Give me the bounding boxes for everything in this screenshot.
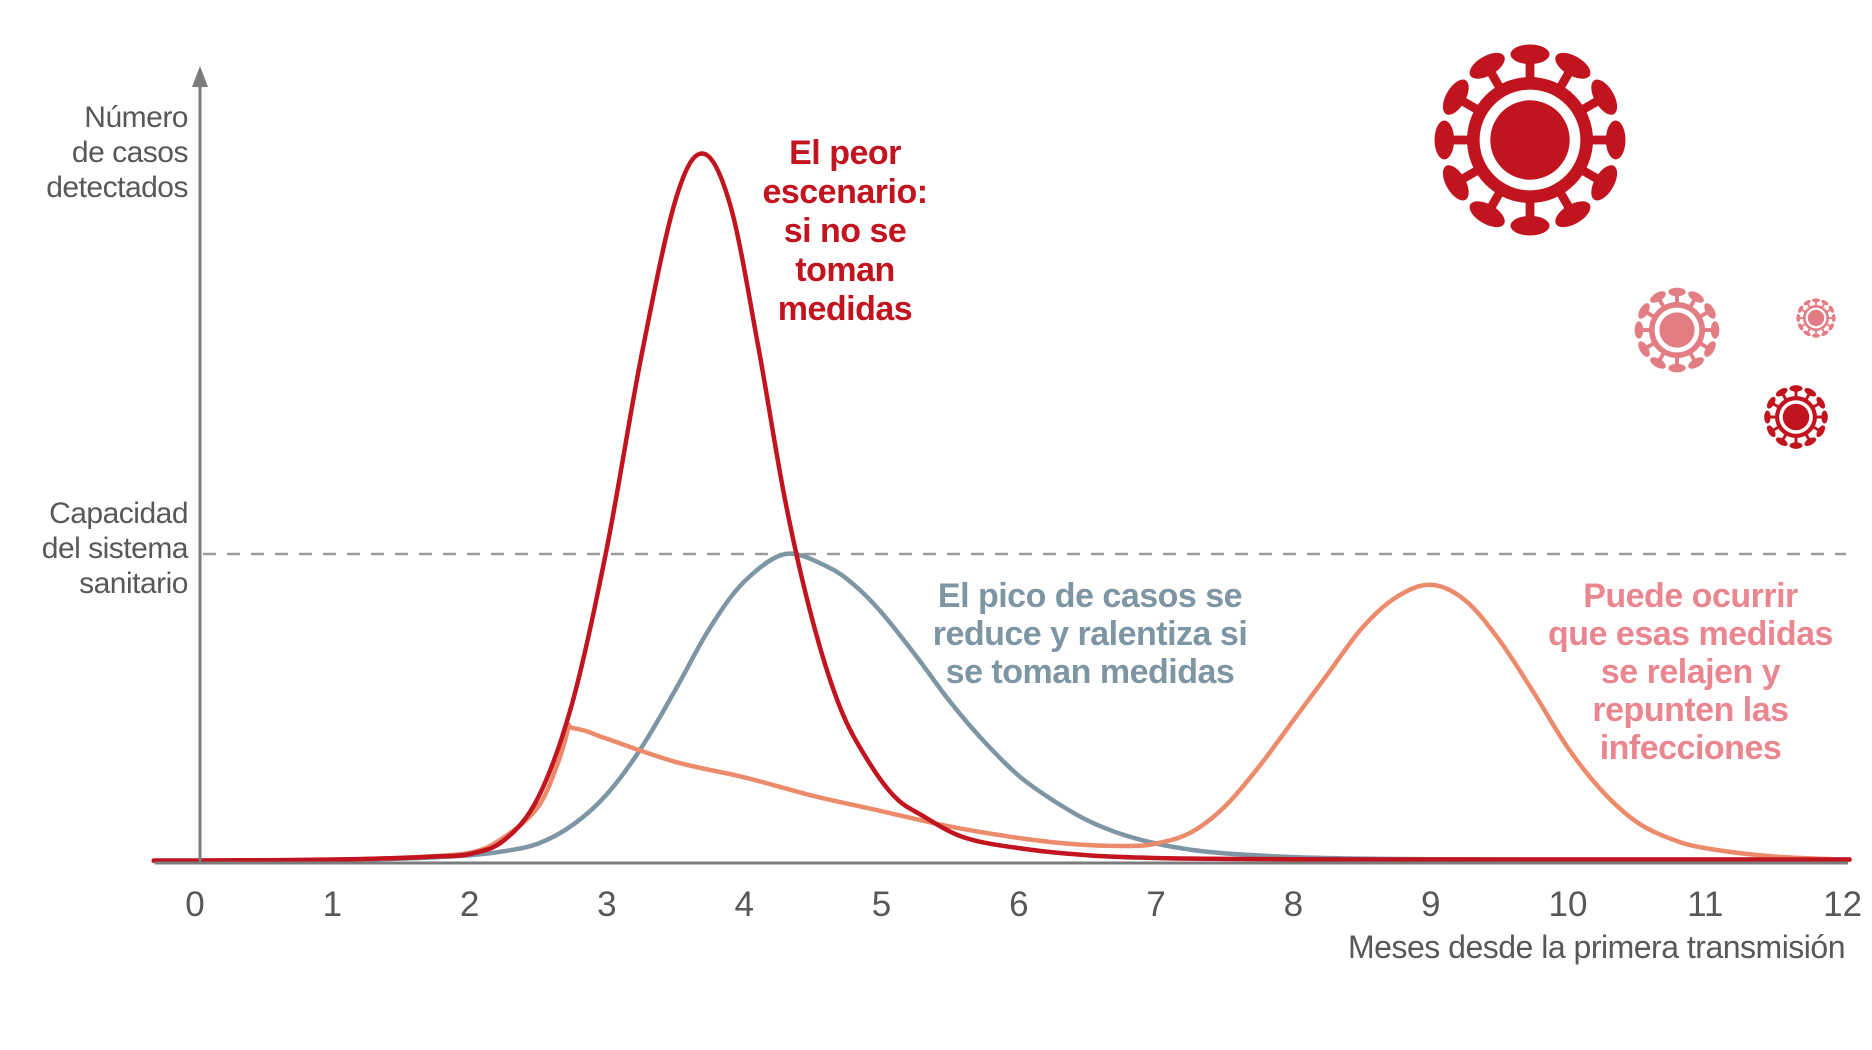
x-tick-label: 3	[597, 885, 616, 924]
x-tick-label: 9	[1421, 885, 1440, 924]
x-tick-label: 2	[460, 885, 479, 924]
x-tick-label: 12	[1823, 885, 1862, 924]
curve-worst-case	[151, 151, 1852, 863]
annotation-with-measures: El pico de casos se reduce y ralentiza s…	[932, 577, 1248, 691]
virus-icon-small-dark	[1764, 385, 1828, 449]
y-axis-arrow-icon	[192, 66, 208, 87]
x-tick-label: 8	[1284, 885, 1303, 924]
capacity-line-label: Capacidad del sistema sanitario	[41, 497, 189, 600]
virus-icon-large-dark	[1434, 44, 1626, 236]
x-tick-label: 1	[323, 885, 342, 924]
x-tick-label: 5	[872, 885, 891, 924]
y-axis-label: Número de casos detectados	[46, 101, 188, 204]
x-tick-label: 10	[1549, 885, 1588, 924]
virus-icon-medium-pink	[1634, 287, 1720, 373]
annotation-worst-case: El peor escenario: si no se toman medida…	[762, 134, 928, 328]
x-tick-label: 6	[1009, 885, 1028, 924]
x-tick-label: 7	[1146, 885, 1165, 924]
annotation-relapse: Puede ocurrir que esas medidas se relaje…	[1548, 577, 1833, 767]
x-tick-label: 4	[734, 885, 753, 924]
virus-icon-small-pink	[1796, 298, 1836, 338]
x-axis-title: Meses desde la primera transmisión	[1348, 929, 1845, 965]
x-tick-label: 0	[185, 885, 204, 924]
x-tick-label: 11	[1687, 885, 1723, 924]
